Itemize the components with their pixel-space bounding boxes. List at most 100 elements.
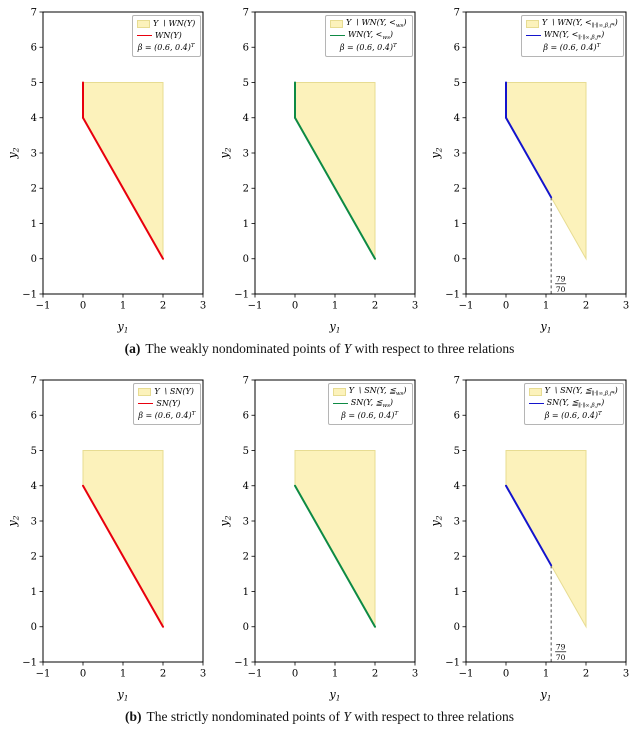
x-tick-label: 1 [331, 669, 337, 680]
legend-label: Y ∖ SN(Y) [154, 387, 194, 396]
legend: Y ∖ WN(Y, <ws) WN(Y, <ws) β = (0.6, 0.4)T [325, 15, 413, 57]
legend-label: β = (0.6, 0.4)T [341, 411, 399, 420]
legend-entry: β = (0.6, 0.4)T [526, 42, 618, 53]
axis-ticks: −1 0 1 2 3 −1 0 1 2 3 4 5 6 7 [23, 375, 207, 679]
legend-label: SN(Y) [156, 399, 181, 408]
legend-entry: Y ∖ SN(Y, ≦ws) [332, 386, 407, 397]
subplot-strictly-weighted-sum: −1 0 1 2 3 −1 0 1 2 3 4 5 6 7 y1 y2 Y ∖ SN(Y, ≦ws) SN(Y, … [217, 372, 423, 702]
y-tick-label: 0 [31, 254, 37, 265]
y-tick-label: 3 [453, 148, 459, 159]
x-tick-label: 3 [200, 301, 206, 312]
y-tick-label: 4 [242, 113, 248, 124]
svg-text:79: 79 [556, 275, 566, 284]
legend-label: β = (0.6, 0.4)T [339, 43, 397, 52]
caption-a-text-pre: The weakly nondominated points of [145, 341, 344, 356]
x-tick-label: 3 [411, 669, 417, 680]
y-tick-label: 4 [242, 481, 248, 492]
x-tick-label: −1 [247, 669, 262, 680]
y-tick-label: 6 [31, 43, 37, 54]
y-tick-label: −1 [234, 657, 249, 668]
y-tick-label: −1 [23, 657, 38, 668]
y-tick-label: 7 [31, 7, 37, 18]
x-tick-label: 1 [120, 301, 126, 312]
y-tick-label: 6 [242, 411, 248, 422]
y-tick-label: 6 [242, 43, 248, 54]
x-axis-label: y1 [117, 688, 129, 702]
y-tick-label: 5 [242, 78, 248, 89]
legend-entry: WN(Y, <ws) [330, 30, 407, 41]
caption-a-math: Y [343, 341, 352, 356]
subplot-weakly-natural: −1 0 1 2 3 −1 0 1 2 3 4 5 6 7 y1 y2 Y ∖ WN(Y) WN(Y) β = (0… [5, 4, 211, 334]
legend-region-swatch [525, 19, 539, 28]
subplot-strictly-natural: −1 0 1 2 3 −1 0 1 2 3 4 5 6 7 y1 y2 Y ∖ SN(Y) SN(Y) β = (0… [5, 372, 211, 702]
svg-text:70: 70 [556, 653, 566, 662]
subplot-row-b: −1 0 1 2 3 −1 0 1 2 3 4 5 6 7 y1 y2 Y ∖ SN(Y) SN(Y) β = (0… [0, 372, 639, 702]
legend-label: Y ∖ WN(Y, <ws) [346, 18, 407, 29]
legend-region-swatch [528, 387, 542, 396]
svg-text:79: 79 [556, 643, 566, 652]
feasible-region [82, 450, 164, 629]
x-tick-label: 0 [80, 669, 86, 680]
legend-label: WN(Y, <∥·∥∞,β,f*) [543, 30, 605, 41]
y-tick-label: 5 [453, 446, 459, 457]
legend-label: β = (0.6, 0.4)T [543, 43, 601, 52]
legend-label: β = (0.6, 0.4)T [544, 411, 602, 420]
feasible-region [505, 82, 587, 261]
y-tick-label: −1 [445, 657, 460, 668]
x-tick-label: −1 [36, 301, 51, 312]
caption-b: (b) The strictly nondominated points of Y… [0, 709, 639, 725]
nondominated-set-line [293, 116, 376, 260]
legend-label: Y ∖ SN(Y, ≦∥·∥∞,β,f*) [544, 386, 618, 397]
y-tick-label: 3 [31, 148, 37, 159]
x-tick-label: 0 [80, 301, 86, 312]
y-tick-label: 3 [242, 516, 248, 527]
y-tick-label: 7 [453, 375, 459, 386]
y-tick-label: 6 [453, 411, 459, 422]
subplot-weakly-weighted-sum: −1 0 1 2 3 −1 0 1 2 3 4 5 6 7 y1 y2 Y ∖ WN(Y, <ws) WN(Y, … [217, 4, 423, 334]
caption-a: (a) The weakly nondominated points of Y w… [0, 341, 639, 357]
y-tick-label: 3 [242, 148, 248, 159]
axis-ticks: −1 0 1 2 3 −1 0 1 2 3 4 5 6 7 [234, 375, 418, 679]
y-tick-label: 4 [31, 481, 37, 492]
caption-a-text-post: with respect to three relations [351, 341, 515, 356]
x-tick-label: 2 [583, 301, 589, 312]
legend-entry: Y ∖ WN(Y, <∥·∥∞,β,f*) [525, 18, 618, 29]
axis-ticks: −1 0 1 2 3 −1 0 1 2 3 4 5 6 7 [234, 7, 418, 311]
feasible-region [294, 450, 375, 629]
y-tick-label: 1 [242, 587, 248, 598]
y-tick-label: 2 [453, 552, 459, 563]
y-tick-label: 6 [31, 411, 37, 422]
x-tick-label: −1 [36, 669, 51, 680]
svg-text:70: 70 [556, 285, 566, 294]
y-tick-label: 5 [31, 78, 37, 89]
legend-entry: WN(Y) [137, 30, 195, 41]
x-tick-label: −1 [458, 669, 473, 680]
y-tick-label: −1 [234, 289, 249, 300]
nondominated-set-line [82, 116, 165, 260]
legend: Y ∖ SN(Y, ≦ws) SN(Y, ≦ws) β = (0.6, 0.4)T [327, 383, 413, 425]
legend-line-swatch [332, 403, 348, 404]
legend-entry: Y ∖ WN(Y) [137, 18, 195, 29]
x-tick-label: 0 [503, 301, 509, 312]
subplot-weakly-norm: 79 70 −1 0 1 2 3 −1 0 1 2 3 4 5 6 7 y1 y2 Y ∖ WN(Y, <∥·∥∞,… [428, 4, 634, 334]
legend: Y ∖ SN(Y) SN(Y) β = (0.6, 0.4)T [133, 383, 202, 425]
nondominated-set-line [82, 484, 165, 628]
y-tick-label: 0 [453, 254, 459, 265]
y-tick-label: 4 [453, 113, 459, 124]
legend-label: SN(Y, ≦ws) [350, 398, 394, 409]
y-tick-label: 7 [453, 7, 459, 18]
y-tick-label: 5 [453, 78, 459, 89]
subplot-strictly-norm: 79 70 −1 0 1 2 3 −1 0 1 2 3 4 5 6 7 y1 y2 Y ∖ SN(Y, ≦∥·∥∞,… [428, 372, 634, 702]
legend-label: WN(Y, <ws) [348, 30, 394, 41]
y-tick-label: 7 [242, 375, 248, 386]
legend-entry: SN(Y, ≦ws) [332, 398, 407, 409]
y-axis-label: y2 [218, 147, 233, 159]
legend-entry: SN(Y) [138, 398, 195, 409]
y-tick-label: 2 [242, 184, 248, 195]
subplot-svg: −1 0 1 2 3 −1 0 1 2 3 4 5 6 7 y1 y2 [218, 375, 418, 702]
x-tick-label: 2 [160, 669, 166, 680]
y-tick-label: 1 [453, 587, 459, 598]
y-tick-label: 4 [31, 113, 37, 124]
axis-ticks: −1 0 1 2 3 −1 0 1 2 3 4 5 6 7 [445, 375, 629, 679]
